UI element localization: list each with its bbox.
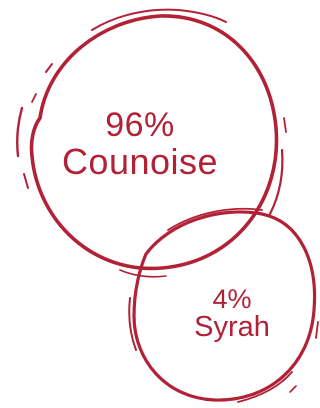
ring-counoise-dash-3 [23,173,29,189]
ring-counoise-main-stroke [29,14,279,271]
ring-counoise-overshoot-top [91,8,227,31]
ring-counoise-overshoot-right [268,148,284,216]
ring-syrah-main-stroke [132,210,317,402]
ring-syrah-overshoot-left [128,297,137,351]
ring-counoise-overshoot-left [16,106,24,158]
ring-syrah-dash-1 [315,321,319,339]
ring-counoise-dash-1 [45,63,53,73]
counoise-percent: 96% [105,106,175,144]
ring-syrah-overshoot-bottom [237,371,293,403]
counoise-name: Counoise [61,141,219,182]
ring-counoise-overshoot-bottom [119,269,167,278]
syrah-percent: 4% [212,284,252,314]
ring-syrah-dash-2 [289,385,297,393]
ring-counoise-dash-4 [283,117,287,133]
ring-counoise [16,8,287,278]
syrah-name: Syrah [194,311,270,343]
ring-counoise-dash-2 [31,93,37,103]
ring-syrah [128,207,319,403]
ring-syrah-overshoot-top [167,207,263,231]
